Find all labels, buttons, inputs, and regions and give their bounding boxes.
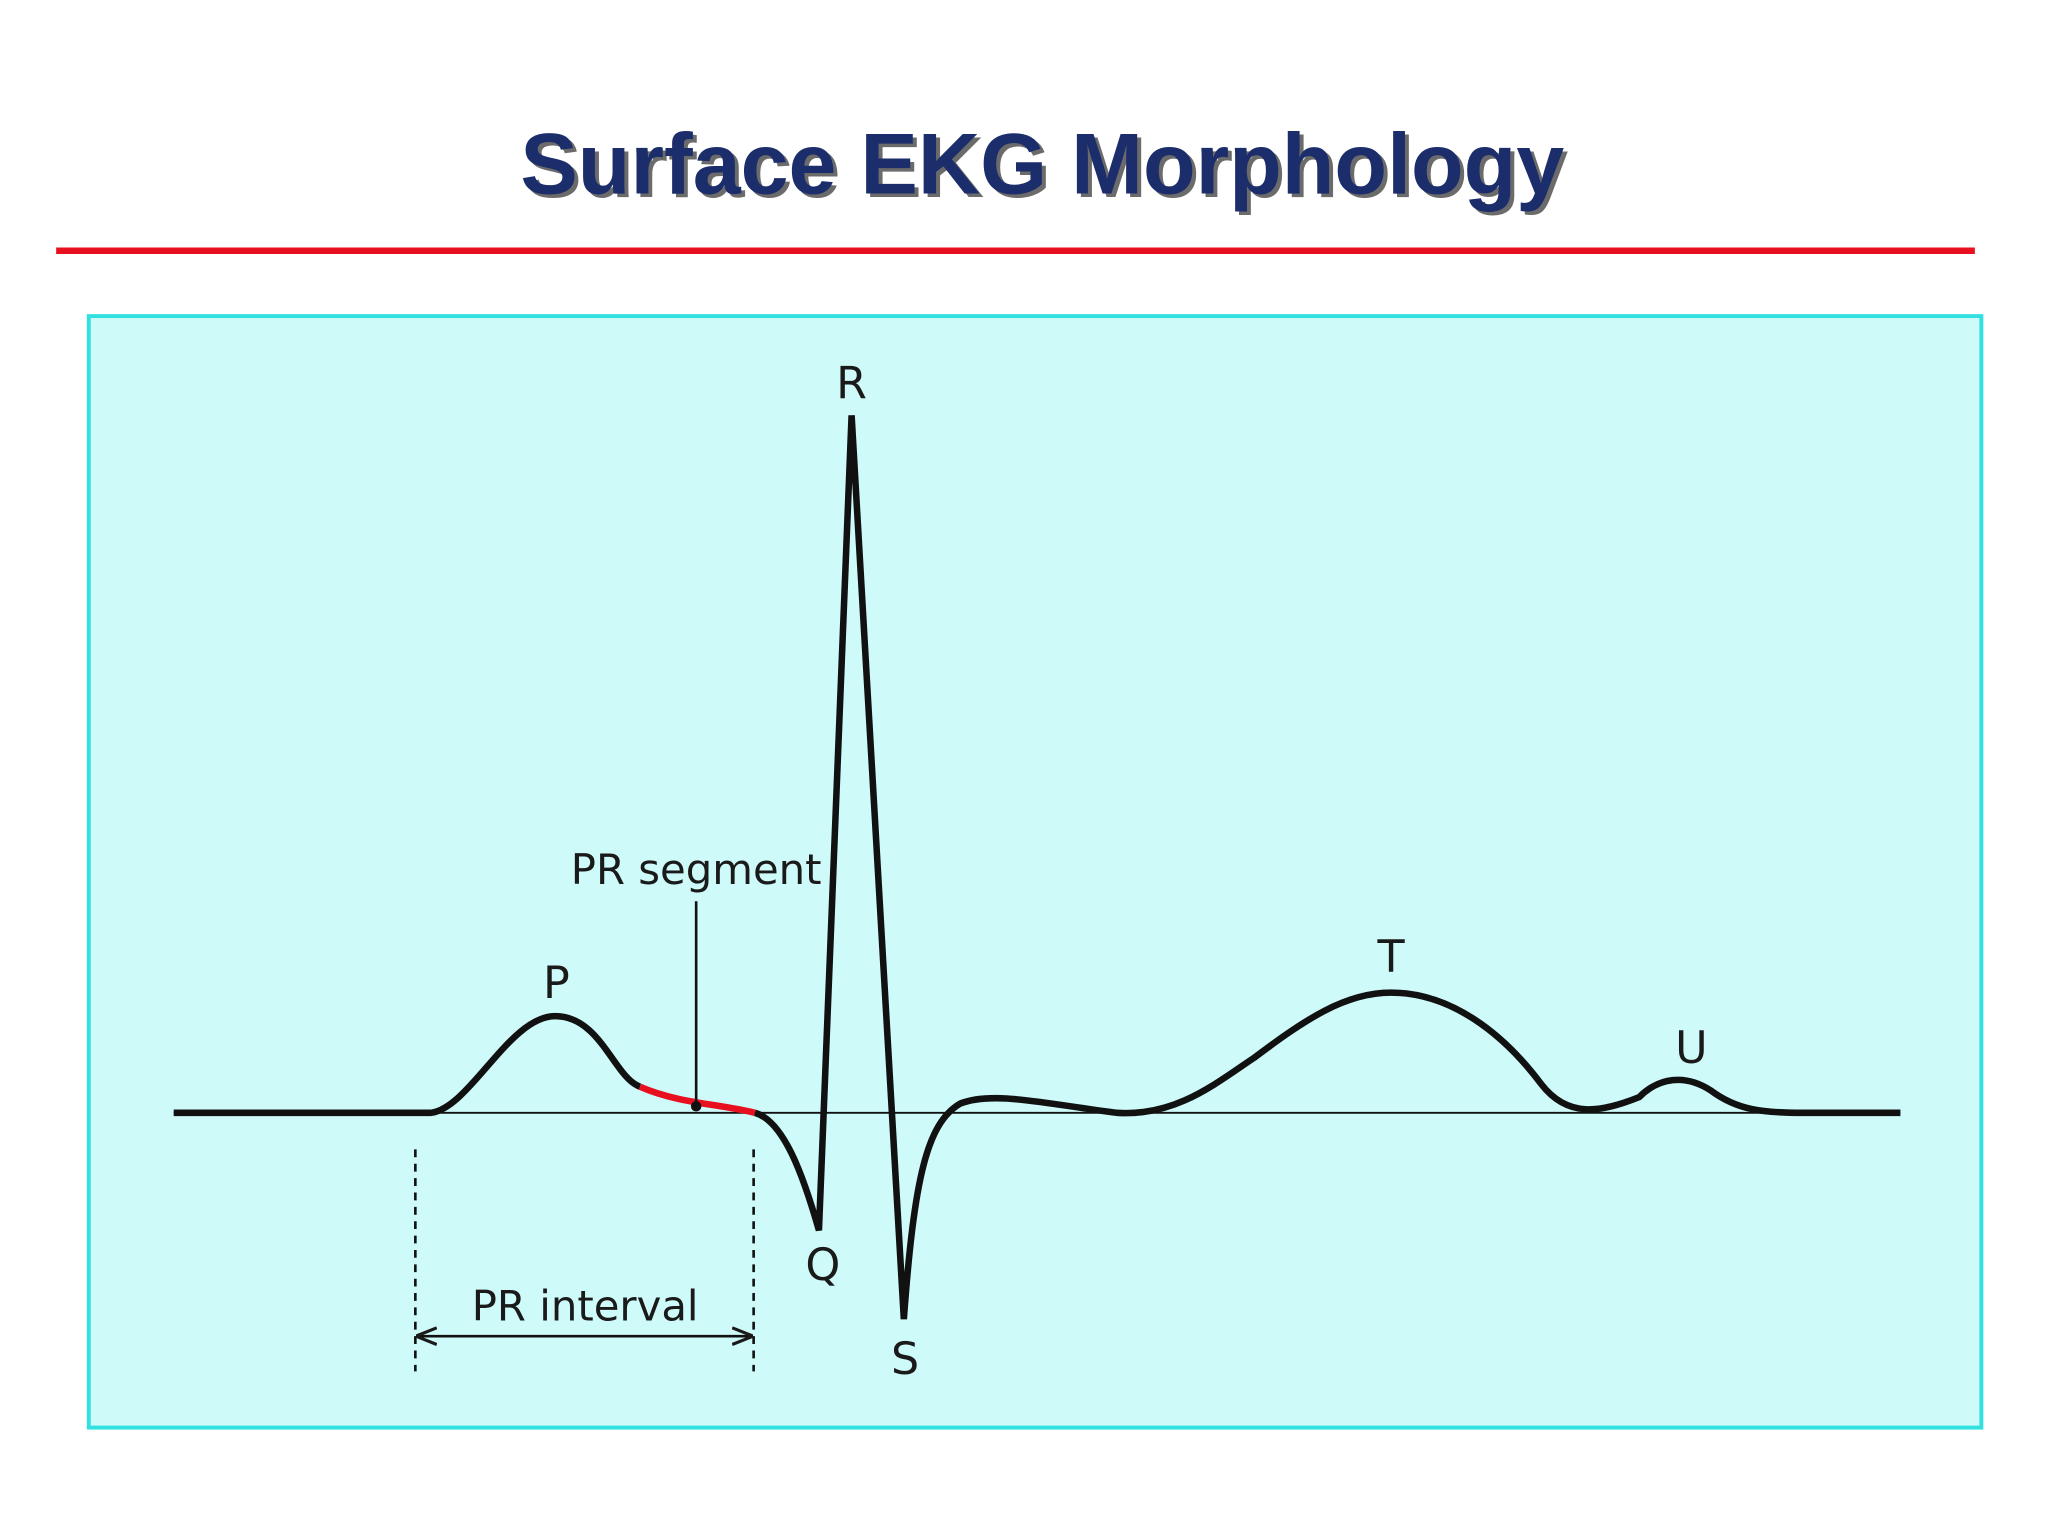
q-label: Q <box>805 1240 840 1291</box>
waveform-p <box>173 1012 642 1117</box>
pr-segment-label: PR segment <box>571 845 822 894</box>
u-label: U <box>1675 1023 1708 1074</box>
s-label: S <box>891 1334 919 1385</box>
title: Surface EKG Morphology <box>520 116 1564 212</box>
r-label: R <box>836 358 867 409</box>
t-label: T <box>1376 932 1405 983</box>
pr-segment-point <box>690 1101 702 1112</box>
diagram-panel <box>86 314 1984 1430</box>
waveform-qrstu <box>753 415 1901 1320</box>
p-label: P <box>543 958 570 1009</box>
title-shadow: Surface EKG Morphology <box>524 120 1568 216</box>
pr-interval-label: PR interval <box>472 1281 699 1330</box>
